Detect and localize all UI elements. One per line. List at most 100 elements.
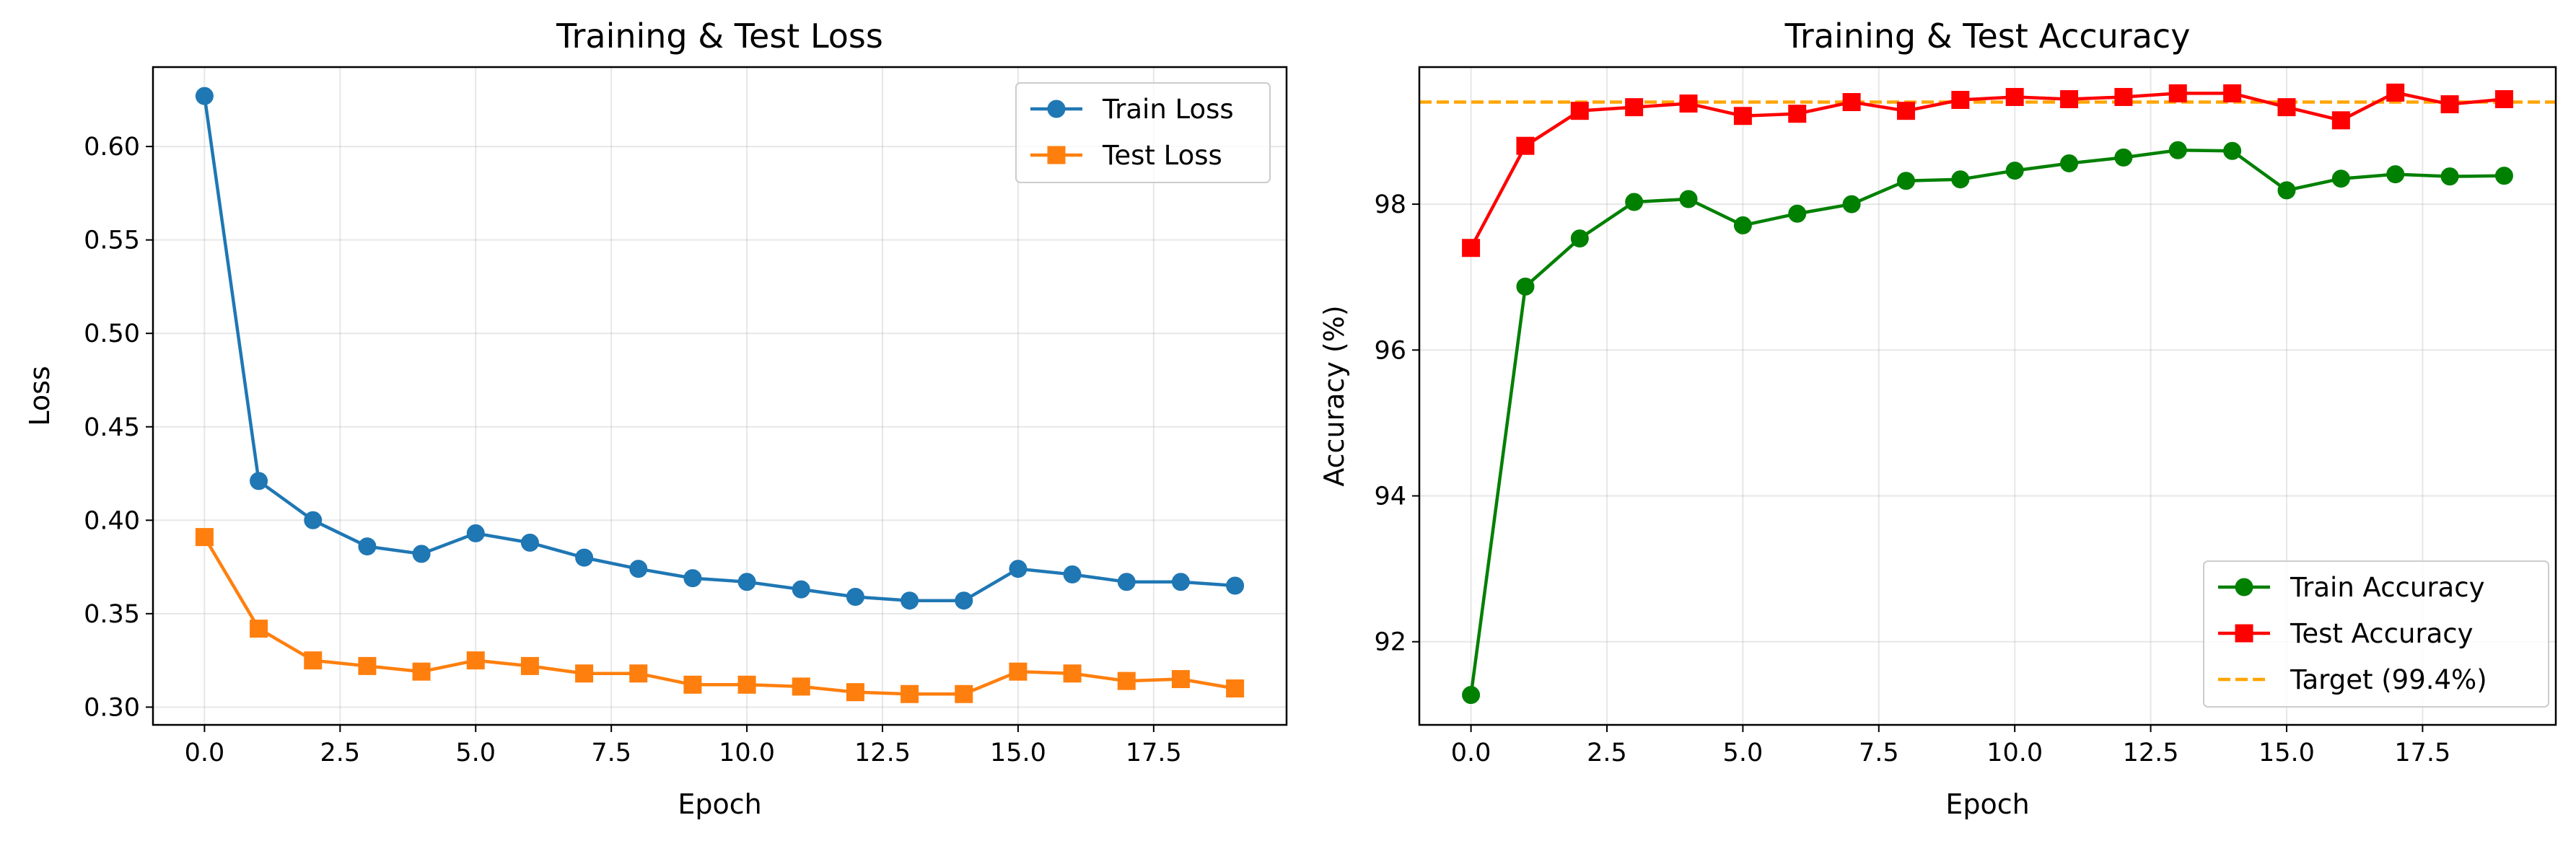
data-point — [1951, 90, 1970, 109]
series-train-loss — [195, 87, 1245, 610]
data-point — [1226, 679, 1245, 697]
chart-panel-2: 0.0 2.5 5.0 7.5 10.0 12.5 15.0 17.5 92 94 96 98 Trai… — [1318, 17, 2557, 820]
x-tick-label: 2.5 — [320, 739, 360, 767]
legend-label: Test Accuracy — [2290, 618, 2474, 649]
x-tick-label: 10.0 — [719, 739, 775, 767]
series-line — [1469, 91, 2505, 249]
data-point — [1117, 672, 1136, 690]
data-point — [1679, 190, 1698, 208]
data-point — [1788, 105, 1807, 123]
data-point — [250, 620, 268, 638]
data-point — [575, 548, 594, 567]
y-axis-label: Accuracy (%) — [1318, 305, 1350, 486]
data-point — [466, 524, 485, 542]
data-point — [1171, 573, 1190, 591]
data-point — [1063, 565, 1082, 584]
data-point — [2060, 89, 2079, 108]
data-point — [250, 472, 268, 490]
data-point — [1063, 664, 1082, 683]
data-point — [195, 87, 214, 105]
data-point — [737, 675, 756, 694]
data-point — [2060, 154, 2079, 172]
x-tick-label: 0.0 — [185, 739, 225, 767]
legend-marker — [1047, 146, 1066, 164]
series-line — [1469, 149, 2505, 695]
y-tick-label: 0.40 — [84, 506, 140, 535]
x-tick-label: 5.0 — [1723, 739, 1764, 767]
data-point — [2440, 95, 2459, 114]
data-point — [575, 664, 594, 683]
data-point — [1679, 94, 1698, 113]
legend-marker — [2235, 624, 2253, 643]
data-point — [955, 591, 973, 610]
legend-label: Train Loss — [1102, 94, 1234, 125]
x-tick-label: 7.5 — [591, 739, 631, 767]
data-point — [2277, 98, 2296, 117]
data-point — [1733, 216, 1752, 234]
data-point — [1570, 102, 1589, 120]
legend-marker — [2235, 578, 2253, 596]
data-point — [901, 591, 919, 610]
data-point — [1009, 560, 1028, 578]
x-tick-label: 2.5 — [1587, 739, 1627, 767]
data-point — [1516, 277, 1535, 296]
data-point — [1951, 170, 1970, 189]
data-point — [2386, 165, 2405, 184]
y-tick-label: 94 — [1374, 483, 1406, 511]
data-point — [1516, 136, 1535, 155]
data-point — [683, 569, 702, 588]
data-point — [1625, 98, 1644, 117]
data-point — [629, 560, 648, 578]
legend-entry: Test Accuracy — [2218, 618, 2474, 649]
legend-entry: Target (99.4%) — [2218, 664, 2487, 695]
data-point — [1625, 193, 1644, 211]
legend-box — [2203, 560, 2549, 708]
legend: Train Accuracy Test Accuracy Target (99.4%… — [2203, 560, 2549, 708]
chart-panel-1: 0.0 2.5 5.0 7.5 10.0 12.5 15.0 17.5 0.30 0.35 0.40… — [24, 17, 1288, 820]
data-point — [629, 664, 648, 683]
data-point — [1462, 686, 1481, 705]
axes-frame — [1418, 66, 2557, 726]
data-point — [358, 537, 377, 556]
data-point — [792, 580, 810, 599]
data-point — [2223, 84, 2242, 102]
data-point — [2494, 89, 2513, 108]
x-tick-label: 15.0 — [990, 739, 1046, 767]
legend-label: Target (99.4%) — [2290, 664, 2487, 695]
x-tick-label: 12.5 — [2123, 739, 2179, 767]
data-point — [1733, 107, 1752, 126]
data-point — [901, 684, 919, 703]
data-point — [1788, 204, 1807, 223]
data-point — [846, 588, 864, 607]
data-point — [2440, 167, 2459, 186]
legend-entry: Train Accuracy — [2218, 572, 2484, 603]
legend-label: Test Loss — [1102, 140, 1222, 171]
data-point — [304, 651, 323, 670]
legend-entry: Train Loss — [1030, 94, 1234, 125]
x-tick-label: 5.0 — [455, 739, 496, 767]
data-point — [1226, 576, 1245, 595]
y-tick-label: 92 — [1374, 628, 1406, 657]
data-point — [683, 675, 702, 694]
data-point — [195, 528, 214, 547]
data-point — [1896, 102, 1915, 120]
x-axis-label: Epoch — [1945, 788, 2029, 820]
series-train-accuracy — [1462, 141, 2513, 705]
y-tick-label: 0.55 — [84, 226, 140, 255]
data-point — [2494, 167, 2513, 185]
data-point — [2168, 84, 2187, 102]
data-point — [304, 511, 323, 529]
data-point — [1462, 239, 1481, 257]
data-point — [358, 656, 377, 675]
data-point — [955, 684, 973, 703]
data-point — [520, 656, 539, 675]
chart-title: Training & Test Loss — [556, 17, 883, 56]
data-point — [737, 573, 756, 591]
data-point — [2386, 83, 2405, 102]
y-tick-label: 98 — [1374, 190, 1406, 219]
legend-entry: Test Loss — [1030, 140, 1222, 171]
data-point — [412, 662, 431, 681]
y-tick-label: 0.35 — [84, 600, 140, 629]
data-point — [2331, 169, 2350, 188]
